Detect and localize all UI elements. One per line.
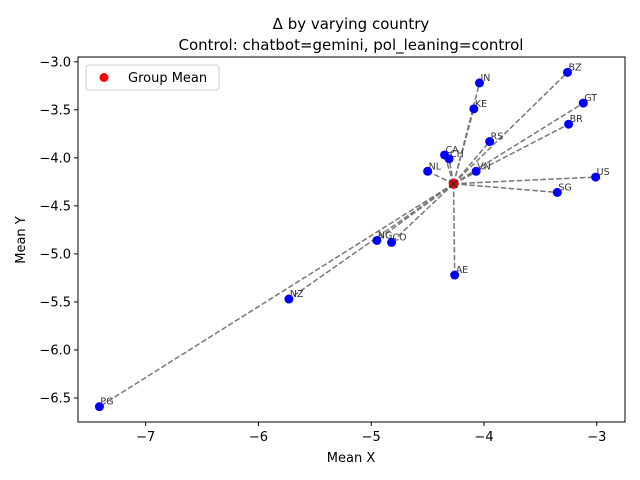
x-tick-label: −5 (362, 430, 381, 445)
data-point (552, 187, 562, 197)
y-axis-ticks: −6.5 −6.0 −5.5 −5.0 −4.5 −4.0 −3.5 −3.0 (39, 55, 78, 406)
point-label: NZ (290, 289, 304, 300)
data-points (94, 67, 601, 412)
connector-line (288, 183, 454, 300)
data-point (562, 67, 572, 77)
group-mean-marker (449, 179, 459, 189)
point-label: IN (481, 73, 491, 84)
legend: Group Mean (85, 64, 220, 91)
legend-box (85, 64, 220, 91)
connector-line (453, 183, 558, 194)
x-tick-label: −3 (587, 430, 606, 445)
data-point (485, 137, 495, 147)
point-label: RS (491, 132, 504, 143)
data-point (444, 154, 454, 164)
group-mean-layer (448, 178, 459, 189)
y-tick-label: −6.0 (39, 343, 71, 358)
point-label: CH (450, 149, 464, 160)
legend-marker (99, 73, 109, 82)
y-tick-label: −4.5 (39, 199, 71, 214)
connector-line (453, 123, 569, 185)
data-point (591, 172, 601, 182)
x-tick-label: −6 (249, 430, 268, 445)
y-tick-label: −3.5 (39, 103, 71, 118)
x-axis-label: Mean X (327, 451, 376, 466)
y-tick-label: −5.5 (39, 295, 71, 310)
connector-line (391, 183, 455, 243)
chart-subtitle: Control: chatbot=gemini, pol_leaning=con… (179, 36, 524, 55)
point-label: VN (477, 161, 491, 172)
y-tick-label: −3.0 (39, 55, 71, 70)
chart-title: Δ by varying country (273, 15, 430, 33)
data-point (471, 166, 481, 176)
connector-line (452, 183, 456, 276)
point-label: AE (456, 265, 469, 276)
point-label: KE (475, 99, 487, 110)
point-label: GT (584, 93, 597, 104)
y-tick-label: −4.0 (39, 151, 71, 166)
x-tick-label: −7 (136, 430, 155, 445)
point-label: PG (100, 397, 113, 408)
point-label: CA (446, 145, 460, 156)
connector-line (452, 141, 491, 185)
x-tick-label: −4 (474, 430, 493, 445)
data-point (564, 119, 574, 129)
data-point (284, 294, 294, 304)
point-label: NL (429, 161, 442, 172)
x-axis-ticks: −7 −6 −5 −4 −3 (136, 422, 606, 445)
data-point (423, 166, 433, 176)
y-tick-label: −6.5 (39, 391, 71, 406)
point-label: BZ (568, 62, 582, 73)
y-axis-label: Mean Y (14, 216, 29, 264)
data-point (450, 270, 460, 280)
data-point (372, 235, 382, 245)
plot-frame (77, 56, 626, 423)
connector-lines (99, 71, 596, 408)
connector-line (452, 108, 475, 184)
data-point (578, 98, 588, 108)
point-label: BR (570, 114, 584, 125)
connector-line (99, 183, 454, 408)
connector-line (453, 71, 569, 185)
data-point (469, 104, 479, 114)
data-point (475, 78, 485, 88)
point-label: CO (393, 232, 407, 243)
legend-label: Group Mean (128, 71, 207, 86)
point-label: NG (378, 230, 392, 241)
data-point (387, 237, 397, 247)
connector-line (453, 176, 596, 185)
y-tick-label: −5.0 (39, 247, 71, 262)
point-label: SG (558, 182, 571, 193)
data-point (94, 402, 104, 412)
point-label: US (597, 167, 610, 178)
